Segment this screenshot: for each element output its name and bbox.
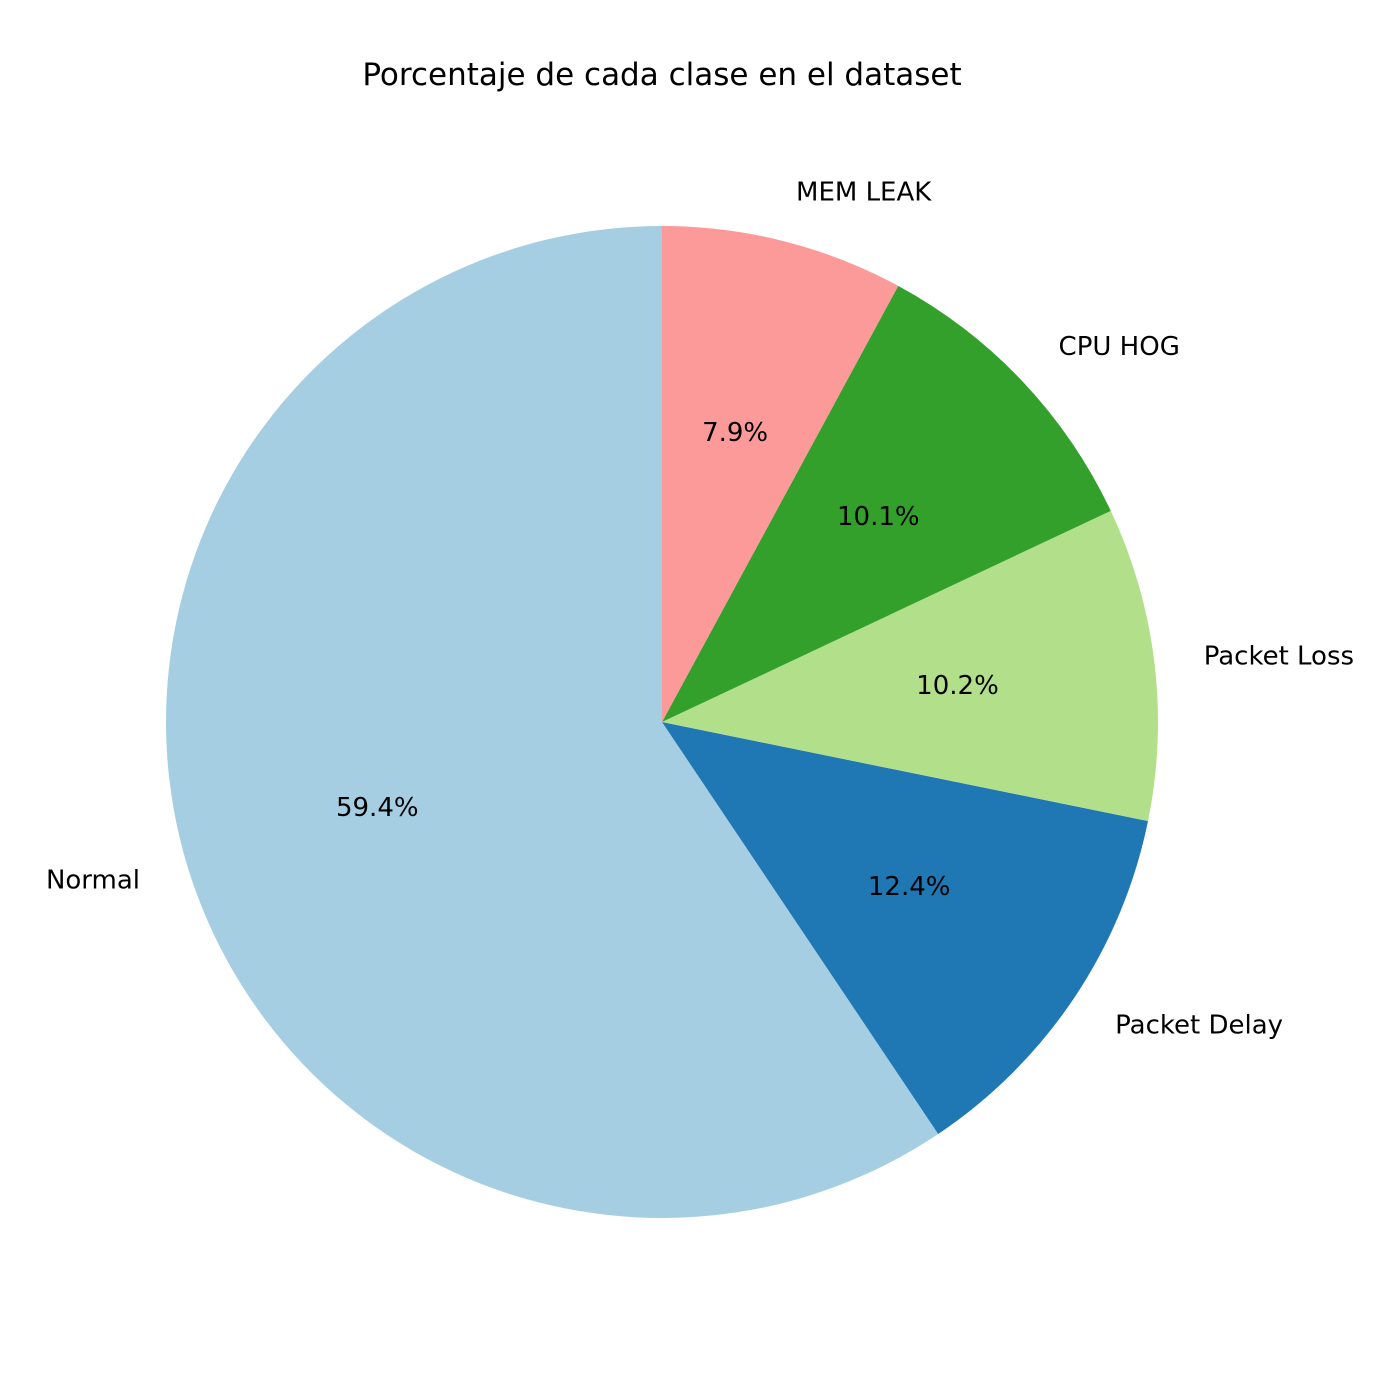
pct-label-cpu-hog: 10.1% xyxy=(837,502,920,532)
slice-label-packet-loss: Packet Loss xyxy=(1204,642,1354,672)
pie-slice-mem-leak xyxy=(662,226,899,722)
pct-label-mem-leak: 7.9% xyxy=(702,418,768,448)
pie-slice-packet-loss xyxy=(662,510,1158,822)
slice-label-cpu-hog: CPU HOG xyxy=(1059,332,1180,362)
pie-slice-packet-delay xyxy=(662,722,1149,1134)
pie-slices xyxy=(165,226,1158,1218)
chart-title: Porcentaje de cada clase en el dataset xyxy=(362,57,961,93)
pct-label-normal: 59.4% xyxy=(336,793,419,823)
pct-label-packet-delay: 12.4% xyxy=(868,872,951,902)
pie-labels: Normal 59.4% Packet Delay 12.4% Packet Loss 1… xyxy=(46,178,1354,1041)
pct-label-packet-loss: 10.2% xyxy=(916,671,999,701)
pie-slice-normal xyxy=(165,226,939,1218)
slice-label-mem-leak: MEM LEAK xyxy=(796,178,932,208)
slice-label-packet-delay: Packet Delay xyxy=(1115,1010,1283,1040)
pie-slice-cpu-hog xyxy=(662,285,1111,722)
slice-label-normal: Normal xyxy=(46,865,140,895)
